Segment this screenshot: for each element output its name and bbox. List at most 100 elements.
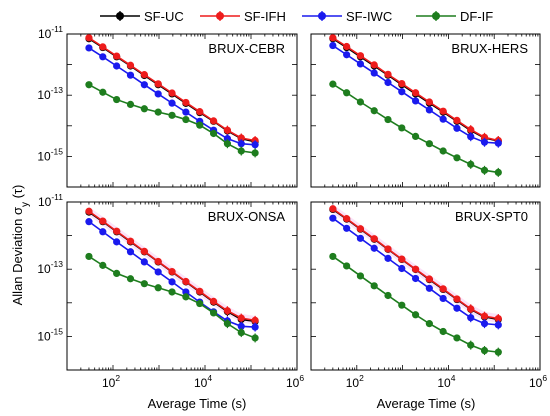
data-point — [370, 107, 378, 115]
data-point — [453, 116, 461, 125]
data-point — [411, 311, 420, 319]
data-point — [343, 262, 351, 270]
uncertainty-band — [88, 206, 256, 325]
data-point — [99, 88, 107, 96]
data-point — [126, 275, 135, 283]
data-point — [209, 117, 218, 125]
data-point — [425, 98, 433, 106]
data-point — [356, 60, 365, 68]
data-point — [113, 95, 121, 104]
data-point — [154, 268, 162, 276]
data-point — [168, 288, 176, 296]
panel-title: BRUX-SPT0 — [455, 209, 528, 224]
data-point — [113, 52, 121, 60]
series-df-if — [85, 252, 259, 343]
plot-frame — [66, 201, 298, 371]
data-point — [140, 280, 148, 288]
data-point — [356, 52, 365, 60]
data-point — [453, 295, 461, 303]
x-tick-label: 104 — [194, 373, 212, 390]
x-tick-label: 106 — [286, 373, 304, 390]
series-df-if — [329, 252, 502, 357]
data-point — [85, 34, 93, 42]
plot-frame — [310, 33, 541, 188]
data-point — [467, 126, 475, 134]
uncertainty-band — [332, 204, 499, 323]
y-tick-label: 10-11 — [38, 24, 63, 41]
data-point — [99, 228, 107, 236]
data-point — [251, 323, 259, 331]
data-point — [467, 160, 475, 168]
data-point — [140, 258, 148, 266]
data-point — [480, 133, 489, 141]
legend-marker — [318, 12, 326, 20]
data-point — [439, 115, 447, 123]
data-point — [237, 322, 245, 330]
data-point — [223, 140, 232, 148]
data-point — [251, 334, 259, 342]
panel-brux-cebr: 10-11 10-13 10-15 BRUX-CEBR — [37, 24, 298, 188]
y-axis-title: Allan Deviation σy (τ) — [10, 185, 31, 306]
data-point — [237, 134, 245, 142]
data-point — [494, 348, 502, 356]
data-point — [343, 215, 351, 223]
legend-marker — [432, 12, 440, 20]
data-point — [329, 41, 337, 50]
data-point — [494, 139, 502, 147]
data-point — [370, 61, 378, 69]
data-point — [140, 105, 148, 113]
data-point — [439, 327, 447, 336]
series-sf-iwc — [329, 214, 502, 330]
data-point — [356, 272, 365, 280]
data-point — [453, 304, 461, 312]
data-point — [113, 227, 121, 235]
data-point — [223, 126, 232, 134]
data-point — [113, 62, 121, 70]
data-point — [154, 257, 162, 266]
data-point — [425, 320, 433, 328]
data-point — [384, 78, 392, 87]
panel-title: BRUX-HERS — [451, 41, 528, 56]
legend-item-sf-iwc: SF-IWC — [302, 9, 392, 24]
data-point — [85, 218, 93, 226]
data-point — [251, 149, 259, 157]
data-point — [467, 341, 475, 349]
y-tick-label: 10-15 — [37, 326, 63, 343]
x-tick-label: 102 — [346, 373, 364, 390]
data-point — [398, 264, 406, 273]
panel-brux-spt0: 102 104 106 BRUX-SPT0 — [310, 201, 547, 390]
data-point — [237, 314, 245, 322]
data-point — [182, 108, 190, 116]
data-point — [453, 154, 461, 162]
data-point — [126, 248, 135, 256]
data-point — [126, 61, 135, 69]
data-point — [343, 224, 351, 232]
data-point — [467, 133, 475, 141]
data-point — [494, 168, 502, 177]
data-point — [237, 147, 245, 155]
data-point — [223, 307, 232, 315]
legend-label: SF-IFH — [244, 9, 286, 24]
series-sf-iwc — [329, 41, 502, 148]
series-sf-ifh — [329, 205, 502, 324]
data-point — [494, 314, 502, 323]
data-point — [154, 108, 162, 116]
legend-item-sf-uc: SF-UC — [100, 9, 184, 24]
data-point — [439, 285, 447, 293]
data-point — [196, 108, 204, 116]
data-point — [140, 71, 148, 79]
data-point — [223, 320, 232, 328]
data-point — [251, 316, 259, 324]
data-point — [99, 53, 107, 61]
data-point — [343, 51, 351, 59]
data-point — [480, 312, 489, 320]
data-point — [251, 141, 259, 149]
data-point — [126, 100, 135, 109]
data-point — [398, 124, 406, 132]
data-point — [439, 147, 447, 155]
data-point — [411, 89, 420, 97]
y-tick-label: 10-15 — [37, 146, 63, 163]
x-axis-title-right: Average Time (s) — [377, 396, 476, 411]
data-point — [453, 334, 461, 342]
